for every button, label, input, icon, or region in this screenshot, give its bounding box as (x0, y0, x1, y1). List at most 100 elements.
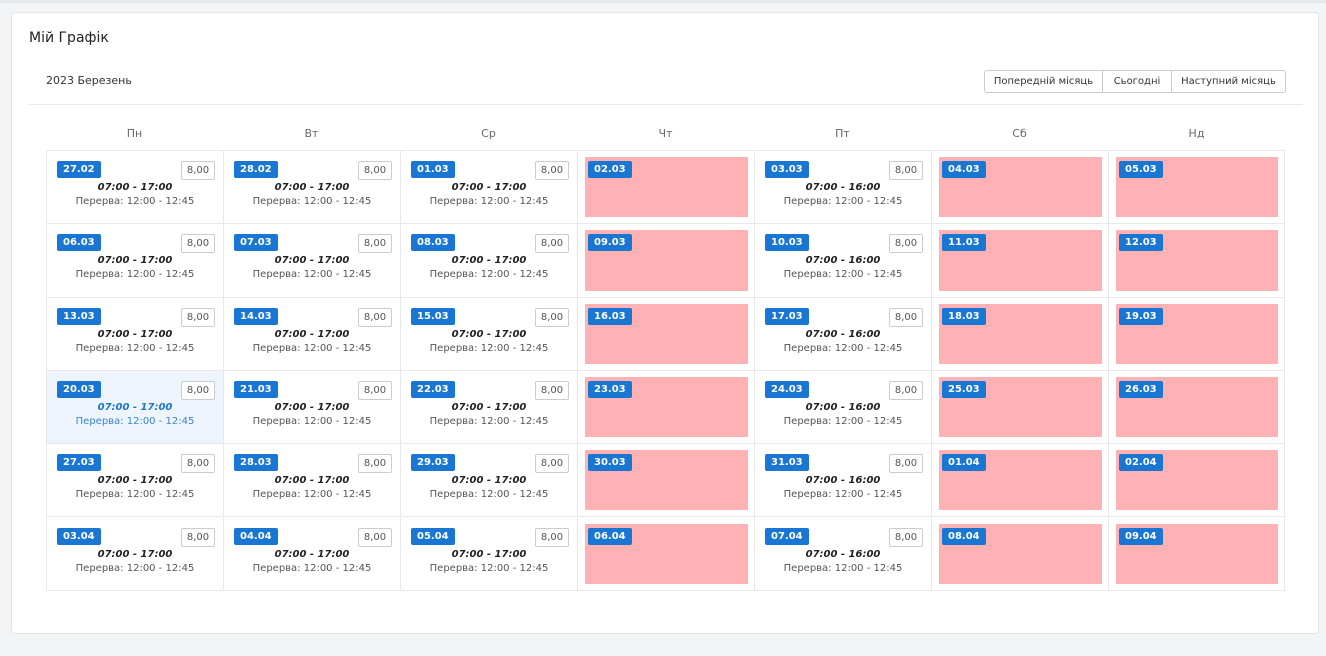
hours-field[interactable]: 8,00 (181, 234, 215, 254)
break-time: Перерва: 12:00 - 12:45 (783, 489, 903, 501)
shift-time: 07:00 - 17:00 (451, 182, 527, 193)
shift-time: 07:00 - 17:00 (97, 182, 173, 193)
date-badge: 23.03 (588, 380, 632, 398)
calendar-day[interactable]: 07.03 8,00 07:00 - 17:00 Перерва: 12:00 - 1… (224, 224, 401, 298)
calendar-day-off[interactable]: 09.04 (1109, 517, 1285, 591)
hours-field[interactable]: 8,00 (889, 161, 923, 180)
calendar-day-off[interactable]: 04.03 (932, 151, 1109, 225)
hours-field[interactable]: 8,00 (181, 380, 215, 400)
hours-field[interactable]: 8,00 (181, 527, 215, 547)
hours-field[interactable]: 8,00 (535, 527, 569, 547)
hours-field[interactable]: 8,00 (535, 234, 569, 254)
calendar-day[interactable]: 27.02 8,00 07:00 - 17:00 Перерва: 12:00 - 1… (47, 151, 224, 225)
today-button[interactable]: Сьогодні (1103, 70, 1172, 93)
break-time: Перерва: 12:00 - 12:45 (75, 489, 195, 501)
calendar-day[interactable]: 27.03 8,00 07:00 - 17:00 Перерва: 12:00 - 1… (47, 444, 224, 518)
hours-field[interactable]: 8,00 (181, 307, 215, 327)
calendar-day-off[interactable]: 06.04 (578, 517, 755, 591)
hours-field[interactable]: 8,00 (889, 307, 923, 327)
previous-month-button[interactable]: Попередній місяць (984, 70, 1103, 93)
next-month-button[interactable]: Наступний місяць (1172, 70, 1286, 93)
date-badge: 07.03 (234, 234, 278, 252)
calendar-day[interactable]: 03.04 8,00 07:00 - 17:00 Перерва: 12:00 - 1… (47, 517, 224, 591)
hours-field[interactable]: 8,00 (535, 454, 569, 474)
calendar-day-off[interactable]: 18.03 (932, 297, 1109, 371)
calendar-day[interactable]: 28.03 8,00 07:00 - 17:00 Перерва: 12:00 - 1… (224, 444, 401, 518)
shift-time: 07:00 - 16:00 (805, 182, 881, 193)
calendar-day[interactable]: 04.04 8,00 07:00 - 17:00 Перерва: 12:00 - 1… (224, 517, 401, 591)
calendar-day-off[interactable]: 08.04 (932, 517, 1109, 591)
calendar-day-off[interactable]: 19.03 (1109, 297, 1285, 371)
calendar-day-off[interactable]: 02.03 (578, 151, 755, 225)
hours-field[interactable]: 8,00 (889, 234, 923, 254)
calendar-day[interactable]: 10.03 8,00 07:00 - 16:00 Перерва: 12:00 - 1… (755, 224, 932, 298)
calendar-day-off[interactable]: 11.03 (932, 224, 1109, 298)
calendar-day[interactable]: 17.03 8,00 07:00 - 16:00 Перерва: 12:00 - 1… (755, 297, 932, 371)
weekday-label: Чт (658, 127, 673, 140)
calendar-day[interactable]: 15.03 8,00 07:00 - 17:00 Перерва: 12:00 - 1… (401, 297, 578, 371)
calendar-day-off[interactable]: 26.03 (1109, 370, 1285, 445)
date-badge: 02.04 (1119, 454, 1163, 472)
date-badge: 17.03 (765, 307, 809, 325)
date-badge: 08.04 (942, 527, 986, 545)
calendar-day[interactable]: 01.03 8,00 07:00 - 17:00 Перерва: 12:00 - 1… (401, 151, 578, 225)
calendar-day-off[interactable]: 09.03 (578, 224, 755, 298)
calendar-day[interactable]: 13.03 8,00 07:00 - 17:00 Перерва: 12:00 - 1… (47, 297, 224, 371)
calendar-day[interactable]: 03.03 8,00 07:00 - 16:00 Перерва: 12:00 - 1… (755, 151, 932, 225)
hours-field[interactable]: 8,00 (358, 527, 392, 547)
date-badge: 08.03 (411, 234, 455, 252)
break-time: Перерва: 12:00 - 12:45 (252, 415, 372, 427)
hours-field[interactable]: 8,00 (889, 380, 923, 400)
hours-field[interactable]: 8,00 (535, 161, 569, 180)
calendar-day[interactable]: 28.02 8,00 07:00 - 17:00 Перерва: 12:00 - 1… (224, 151, 401, 225)
hours-field[interactable]: 8,00 (535, 307, 569, 327)
weekday-label: Нд (1188, 127, 1205, 140)
shift-time: 07:00 - 17:00 (97, 401, 173, 413)
date-badge: 27.03 (57, 454, 101, 472)
hours-field[interactable]: 8,00 (889, 454, 923, 474)
calendar-day-off[interactable]: 05.03 (1109, 151, 1285, 225)
hours-field[interactable]: 8,00 (181, 454, 215, 474)
shift-time: 07:00 - 16:00 (805, 255, 881, 267)
calendar-day-off[interactable]: 01.04 (932, 444, 1109, 518)
top-border (0, 0, 1326, 3)
shift-time: 07:00 - 16:00 (805, 548, 881, 560)
date-badge: 12.03 (1119, 234, 1163, 252)
hours-field[interactable]: 8,00 (358, 307, 392, 327)
hours-field[interactable]: 8,00 (358, 161, 392, 180)
date-badge: 30.03 (588, 454, 632, 472)
calendar-day[interactable]: 22.03 8,00 07:00 - 17:00 Перерва: 12:00 - 1… (401, 370, 578, 445)
hours-field[interactable]: 8,00 (535, 380, 569, 400)
weekday-header: Пн Вт Ср Чт Пт Сб Нд (46, 127, 1285, 140)
date-badge: 16.03 (588, 307, 632, 325)
weekday-label: Пт (835, 127, 850, 140)
weekday-label: Пн (126, 127, 143, 140)
calendar-day[interactable]: 07.04 8,00 07:00 - 16:00 Перерва: 12:00 - 1… (755, 517, 932, 591)
hours-field[interactable]: 8,00 (358, 234, 392, 254)
calendar-day-off[interactable]: 12.03 (1109, 224, 1285, 298)
date-badge: 15.03 (411, 307, 455, 325)
calendar-day[interactable]: 24.03 8,00 07:00 - 16:00 Перерва: 12:00 - 1… (755, 370, 932, 445)
calendar-day[interactable]: 31.03 8,00 07:00 - 16:00 Перерва: 12:00 - 1… (755, 444, 932, 518)
calendar-day-off[interactable]: 30.03 (578, 444, 755, 518)
hours-field[interactable]: 8,00 (889, 527, 923, 547)
date-badge: 25.03 (942, 380, 986, 398)
hours-field[interactable]: 8,00 (181, 161, 215, 180)
calendar-day-off[interactable]: 16.03 (578, 297, 755, 371)
hours-field[interactable]: 8,00 (358, 454, 392, 474)
calendar-day-off[interactable]: 25.03 (932, 370, 1109, 445)
calendar-day[interactable]: 21.03 8,00 07:00 - 17:00 Перерва: 12:00 - 1… (224, 370, 401, 445)
month-nav: Попередній місяць Сьогодні Наступний міс… (984, 70, 1286, 93)
calendar-day-off[interactable]: 02.04 (1109, 444, 1285, 518)
calendar-day-off[interactable]: 23.03 (578, 370, 755, 445)
date-badge: 06.03 (57, 234, 101, 252)
calendar-day[interactable]: 20.03 8,00 07:00 - 17:00 Перерва: 12:00 - 1… (47, 370, 224, 445)
break-time: Перерва: 12:00 - 12:45 (75, 196, 195, 207)
calendar-day[interactable]: 06.03 8,00 07:00 - 17:00 Перерва: 12:00 - 1… (47, 224, 224, 298)
calendar-day[interactable]: 08.03 8,00 07:00 - 17:00 Перерва: 12:00 - 1… (401, 224, 578, 298)
shift-time: 07:00 - 17:00 (274, 182, 350, 193)
calendar-day[interactable]: 14.03 8,00 07:00 - 17:00 Перерва: 12:00 - 1… (224, 297, 401, 371)
calendar-day[interactable]: 29.03 8,00 07:00 - 17:00 Перерва: 12:00 - 1… (401, 444, 578, 518)
hours-field[interactable]: 8,00 (358, 380, 392, 400)
calendar-day[interactable]: 05.04 8,00 07:00 - 17:00 Перерва: 12:00 - 1… (401, 517, 578, 591)
